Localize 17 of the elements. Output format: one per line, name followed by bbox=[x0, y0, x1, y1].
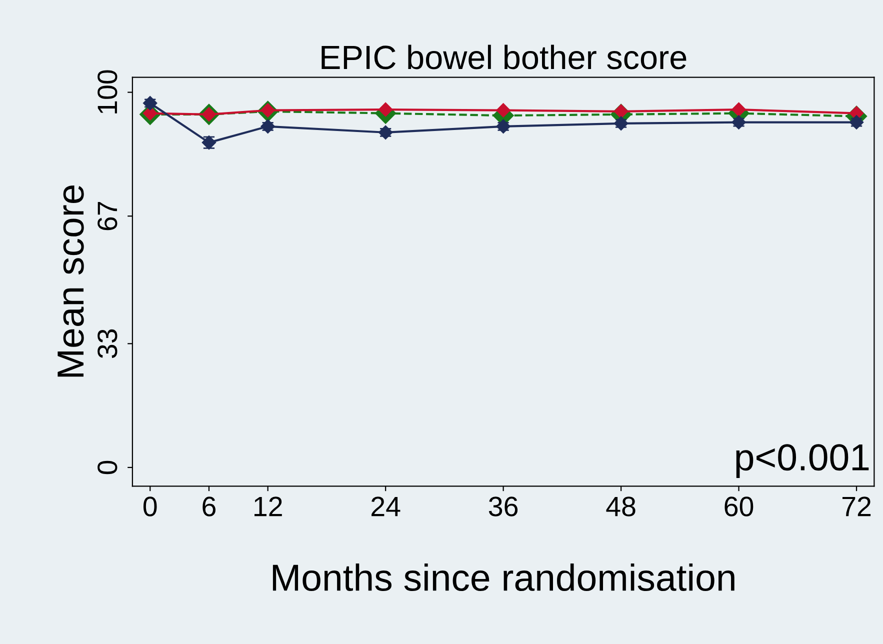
x-tick-label: 36 bbox=[488, 496, 518, 516]
chart-title: EPIC bowel bother score bbox=[322, 44, 686, 70]
point bbox=[496, 103, 510, 118]
y-tick-label: 67 bbox=[98, 202, 118, 230]
x-tick-label: 60 bbox=[724, 496, 754, 516]
y-tick-label: 33 bbox=[98, 329, 118, 358]
annotation: p<0.001 bbox=[736, 444, 869, 478]
x-tick-label: 72 bbox=[842, 496, 871, 516]
y-tick-label: 100 bbox=[98, 70, 118, 114]
x-tick-label: 6 bbox=[202, 496, 216, 516]
x-axis-title: Months since randomisation bbox=[272, 564, 734, 592]
x-tick-label: 24 bbox=[372, 496, 400, 516]
x-tick-label: 48 bbox=[606, 496, 636, 516]
y-tick-label: 0 bbox=[98, 460, 118, 474]
x-tick-label: 12 bbox=[254, 496, 282, 516]
x-tick-label: 0 bbox=[143, 496, 157, 516]
y-axis-title: Mean score bbox=[58, 185, 84, 377]
